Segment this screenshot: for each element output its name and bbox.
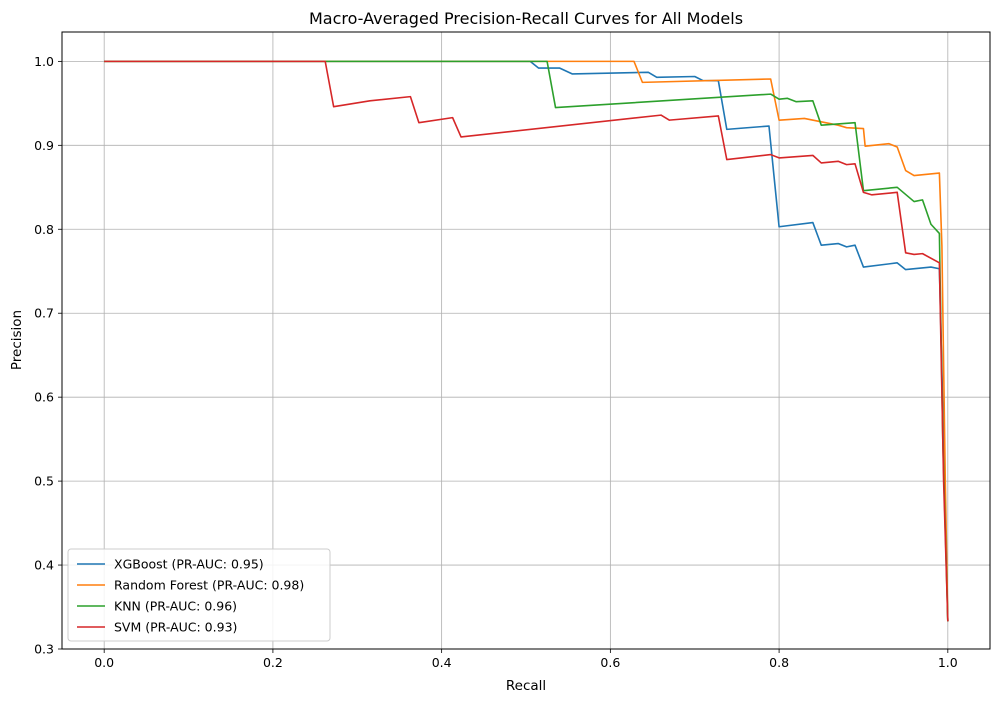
x-axis-label: Recall [506, 678, 546, 694]
legend: XGBoost (PR-AUC: 0.95) Random Forest (PR-… [67, 548, 331, 642]
legend-label-0: XGBoost (PR-AUC: 0.95) [114, 557, 264, 572]
x-axis-ticks: 0.0 0.2 0.4 0.6 0.8 1.0 [94, 649, 958, 670]
legend-box [67, 548, 331, 642]
x-tick-label: 0.2 [263, 655, 283, 670]
legend-label-3: SVM (PR-AUC: 0.93) [114, 620, 237, 635]
x-tick-label: 0.0 [94, 655, 114, 670]
series-line-1 [104, 60, 949, 622]
x-tick-label: 0.6 [600, 655, 620, 670]
plot-frame [61, 31, 991, 650]
y-tick-label: 0.7 [34, 306, 54, 321]
series-line-2 [104, 60, 949, 622]
y-tick-label: 0.3 [34, 642, 54, 657]
series-line-3 [104, 60, 949, 622]
y-tick-label: 0.4 [34, 558, 54, 573]
y-axis-label: Precision [9, 310, 25, 370]
y-tick-label: 0.6 [34, 390, 54, 405]
y-axis-ticks: 0.3 0.4 0.5 0.6 0.7 0.8 0.9 1.0 [34, 54, 62, 657]
x-tick-label: 0.4 [432, 655, 452, 670]
legend-label-2: KNN (PR-AUC: 0.96) [114, 599, 237, 614]
x-tick-label: 0.8 [769, 655, 789, 670]
series-layer [104, 60, 949, 622]
legend-label-1: Random Forest (PR-AUC: 0.98) [114, 578, 304, 593]
x-tick-label: 1.0 [938, 655, 958, 670]
y-tick-label: 0.5 [34, 474, 54, 489]
series-line-0 [104, 60, 949, 622]
y-tick-label: 0.8 [34, 222, 54, 237]
chart-title: Macro-Averaged Precision-Recall Curves f… [309, 9, 743, 28]
y-tick-label: 1.0 [34, 54, 54, 69]
y-tick-label: 0.9 [34, 138, 54, 153]
